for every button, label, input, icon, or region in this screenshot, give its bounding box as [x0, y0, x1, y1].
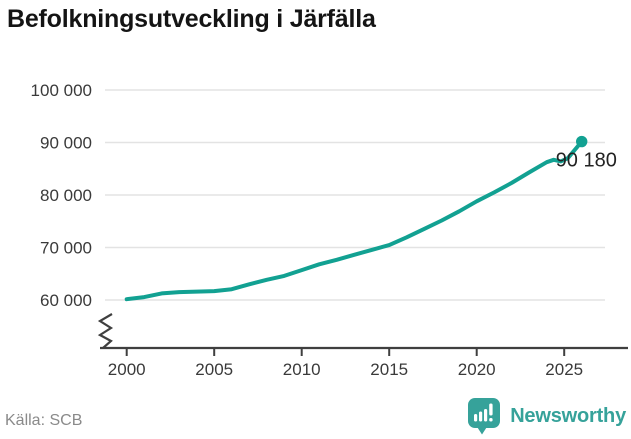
axis-break-icon: [97, 313, 114, 349]
newsworthy-logo-text: Newsworthy: [510, 404, 626, 427]
x-tick-label: 2015: [370, 360, 408, 379]
x-tick-label: 2010: [283, 360, 321, 379]
y-tick-label: 60 000: [40, 291, 92, 310]
chart-footer: Källa: SCB Newsworthy: [0, 395, 631, 439]
population-line: [124, 139, 584, 302]
y-tick-label: 100 000: [31, 81, 92, 100]
chart-title: Befolkningsutveckling i Järfälla: [7, 5, 376, 33]
x-tick-label: 2000: [108, 360, 146, 379]
newsworthy-logo: Newsworthy: [467, 397, 626, 435]
x-tick-label: 2020: [458, 360, 496, 379]
y-tick-label: 80 000: [40, 186, 92, 205]
x-tick-label: 2025: [545, 360, 583, 379]
chart-speech-bubble-icon: [468, 398, 501, 435]
y-tick-label: 90 000: [40, 134, 92, 153]
x-tick-label: 2005: [195, 360, 233, 379]
source-caption: Källa: SCB: [5, 412, 83, 429]
end-point-dot: [576, 135, 588, 148]
end-point-value-label: 90 180: [556, 150, 617, 172]
y-tick-label: 70 000: [40, 239, 92, 258]
